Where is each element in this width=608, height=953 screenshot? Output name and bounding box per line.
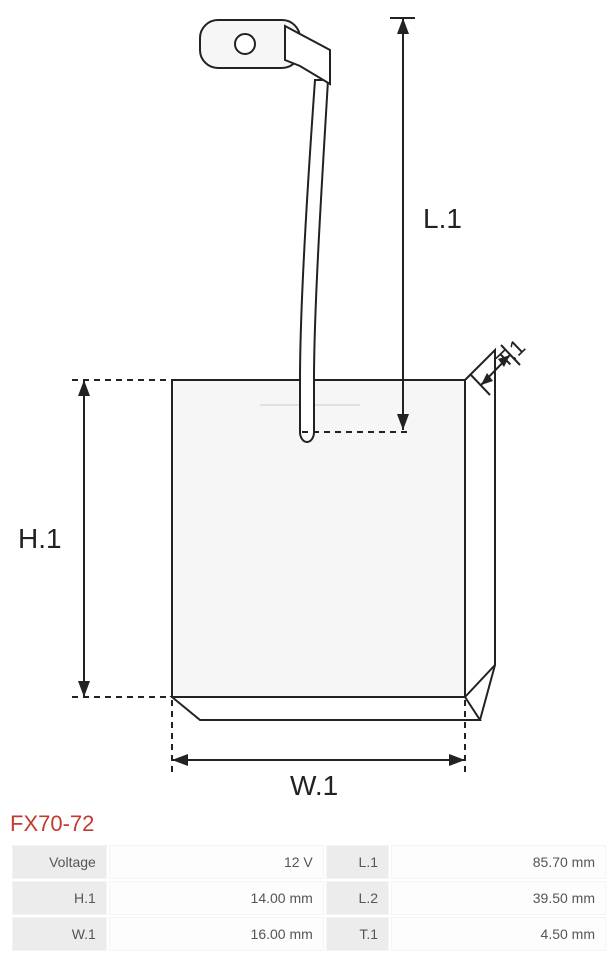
spec-left-label: Voltage: [12, 845, 107, 879]
label-W1: W.1: [290, 770, 338, 801]
brush-block: [172, 350, 495, 720]
label-H1: H.1: [18, 523, 62, 554]
spec-right-value: 4.50 mm: [391, 917, 606, 951]
spec-right-value: 39.50 mm: [391, 881, 606, 915]
part-title: FX70-72: [0, 805, 608, 843]
spec-left-value: 14.00 mm: [109, 881, 324, 915]
spec-right-label: L.1: [326, 845, 389, 879]
spec-tbody: Voltage12 VL.185.70 mmH.114.00 mmL.239.5…: [12, 845, 606, 951]
spec-left-label: W.1: [12, 917, 107, 951]
table-row: H.114.00 mmL.239.50 mm: [12, 881, 606, 915]
spec-left-label: H.1: [12, 881, 107, 915]
spec-right-label: T.1: [326, 917, 389, 951]
terminal-clip: [200, 20, 330, 84]
spec-left-value: 16.00 mm: [109, 917, 324, 951]
dimension-diagram: L.1 T.1 H.1 W.1: [0, 0, 608, 805]
spec-right-value: 85.70 mm: [391, 845, 606, 879]
dim-H1: H.1: [18, 380, 172, 697]
table-row: W.116.00 mmT.14.50 mm: [12, 917, 606, 951]
spec-table: Voltage12 VL.185.70 mmH.114.00 mmL.239.5…: [10, 843, 608, 953]
spec-left-value: 12 V: [109, 845, 324, 879]
label-L1: L.1: [423, 203, 462, 234]
spec-right-label: L.2: [326, 881, 389, 915]
table-row: Voltage12 VL.185.70 mm: [12, 845, 606, 879]
